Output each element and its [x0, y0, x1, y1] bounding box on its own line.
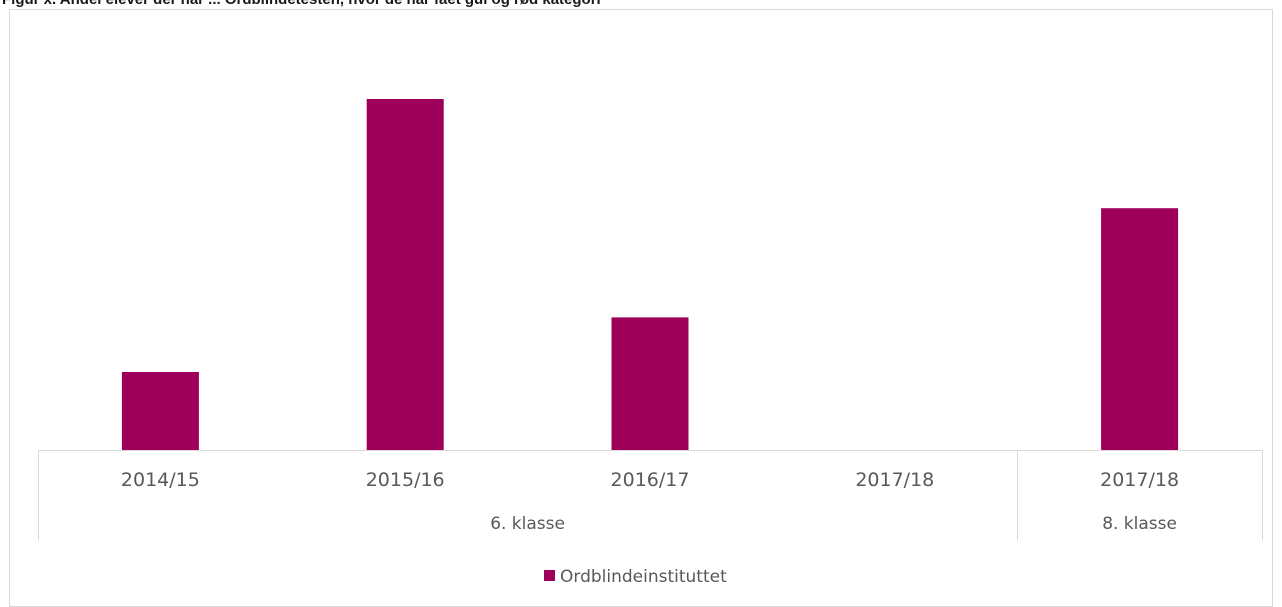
group-label: 8. klasse — [1102, 514, 1177, 534]
legend: Ordblindeinstituttet — [544, 567, 727, 587]
category-label: 2014/15 — [121, 469, 200, 491]
bar-2014-15-0 — [121, 372, 199, 450]
category-axis: 2014/15 2015/16 2016/17 2017/18 2017/18 6. kl… — [38, 450, 1263, 540]
chart-caption: Figur x. Andel elever der har ... Ordbli… — [2, 0, 601, 8]
chart-frame — [9, 9, 1273, 607]
category-label: 2015/16 — [366, 469, 445, 491]
bar-2015-16-1 — [366, 99, 444, 450]
bar-2017-18-4 — [1101, 208, 1179, 450]
bar-2016-17-2 — [611, 317, 689, 450]
category-label: 2016/17 — [611, 469, 690, 491]
group-label: 6. klasse — [490, 514, 565, 534]
category-label: 2017/18 — [855, 469, 934, 491]
plot-area — [121, 99, 1179, 450]
legend-label: Ordblindeinstituttet — [560, 567, 727, 587]
legend-swatch — [544, 570, 555, 581]
category-label: 2017/18 — [1100, 469, 1179, 491]
